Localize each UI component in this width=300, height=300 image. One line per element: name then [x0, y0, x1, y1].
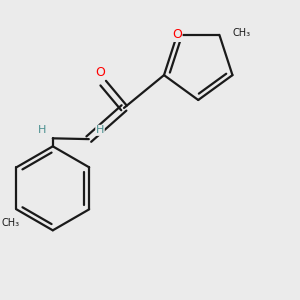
Text: H: H — [96, 125, 104, 135]
Text: O: O — [95, 66, 105, 79]
Text: CH₃: CH₃ — [232, 28, 250, 38]
Text: O: O — [172, 28, 182, 41]
Text: CH₃: CH₃ — [2, 218, 20, 228]
Text: H: H — [38, 124, 46, 134]
